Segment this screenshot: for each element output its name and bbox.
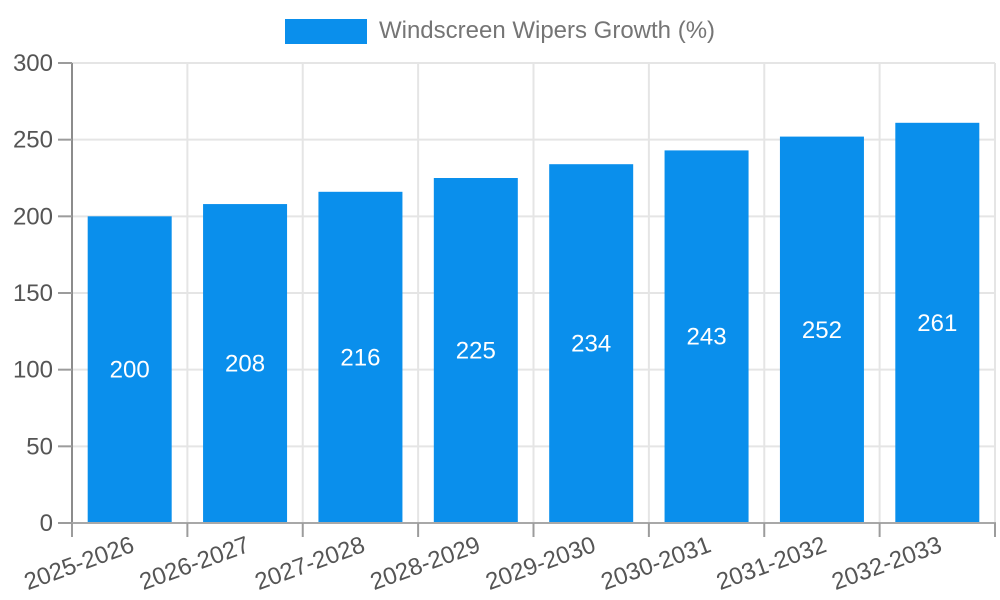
x-axis-label: 2025-2026 [21,531,138,596]
x-axis-label: 2030-2031 [598,531,715,596]
y-axis-label: 250 [13,127,53,154]
bar[interactable] [549,164,634,523]
legend: Windscreen Wipers Growth (%) [0,17,1000,45]
bar-value-label: 234 [571,331,611,358]
y-axis-label: 50 [26,433,53,460]
legend-label: Windscreen Wipers Growth (%) [378,17,716,44]
x-axis-label: 2027-2028 [251,531,368,596]
y-axis-label: 150 [13,280,53,307]
y-axis-label: 100 [13,357,53,384]
bar-value-label: 216 [340,344,380,371]
legend-swatch [284,18,367,44]
bar-value-label: 243 [687,324,727,351]
bar[interactable] [895,122,980,524]
x-axis-labels: 2025-20262026-20272027-20282028-20292029… [21,531,946,596]
x-axis-label: 2028-2029 [367,531,484,596]
bar[interactable] [779,136,864,523]
y-axis-label: 0 [40,510,53,537]
bar[interactable] [664,150,749,523]
axis-ticks [58,62,996,537]
y-axis-label: 300 [13,50,53,77]
bar[interactable] [203,204,288,524]
bars [87,122,980,524]
bar-value-label: 225 [456,338,496,365]
x-axis-label: 2032-2033 [828,531,945,596]
bar-value-label: 252 [802,317,842,344]
y-axis-label: 200 [13,203,53,230]
y-axis-labels: 0 50 100 150 200 250 300 [13,50,53,537]
x-axis-label: 2026-2027 [136,531,253,596]
bar[interactable] [433,178,518,523]
bar-value-label: 261 [917,310,957,337]
x-axis-label: 2029-2030 [482,531,599,596]
bar-value-label: 200 [110,357,150,384]
bar-value-labels: 200 208 216 225 234 243 252 261 [110,310,958,384]
bar-value-label: 208 [225,351,265,378]
bar[interactable] [318,191,403,524]
x-axis-label: 2031-2032 [713,531,830,596]
bar[interactable] [87,216,172,524]
